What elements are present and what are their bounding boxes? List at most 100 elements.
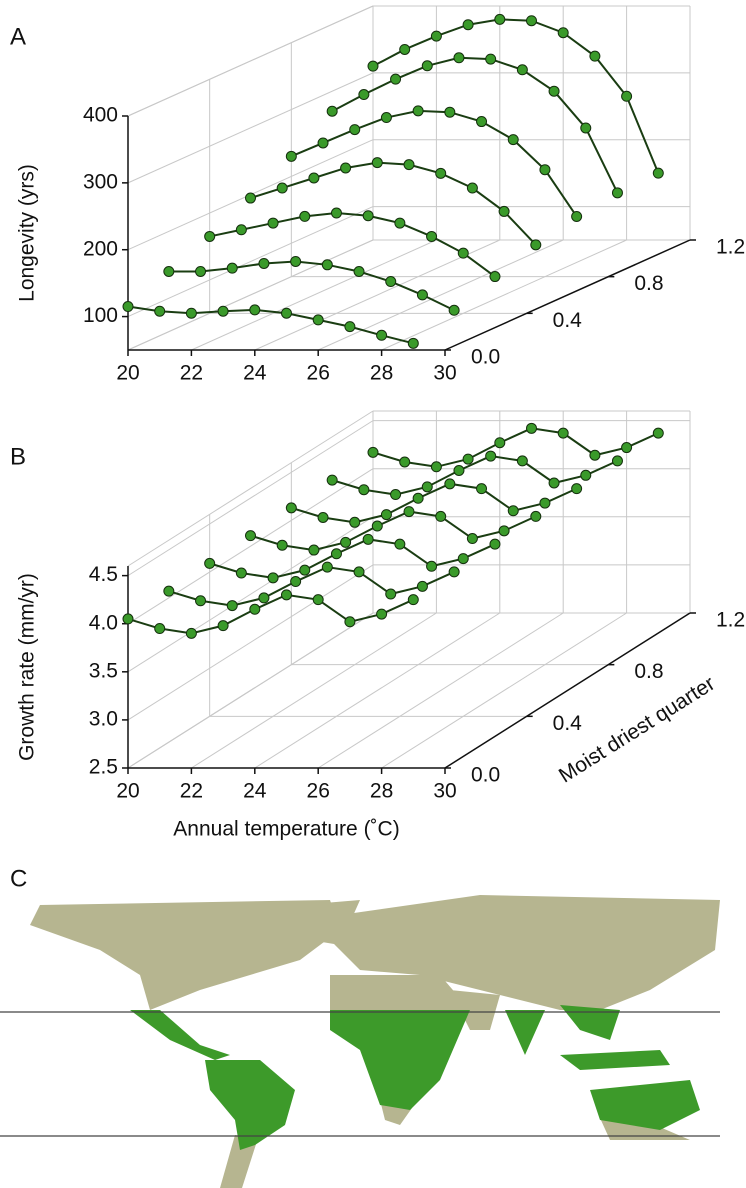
surface-point bbox=[516, 455, 528, 467]
grid-line bbox=[381, 239, 627, 351]
tropical-forest bbox=[130, 1005, 700, 1150]
grid-line bbox=[127, 206, 374, 318]
surface-point bbox=[226, 262, 238, 274]
z-tick-label: 200 bbox=[83, 237, 118, 260]
panel-label: B bbox=[10, 443, 26, 470]
surface-point bbox=[394, 217, 406, 229]
surface-row bbox=[291, 482, 578, 524]
y-axis bbox=[444, 612, 691, 769]
surface-point bbox=[457, 553, 469, 565]
surface-point bbox=[412, 105, 424, 117]
x-tick-label: 28 bbox=[370, 780, 393, 803]
surface-point bbox=[421, 481, 433, 493]
surface-point bbox=[435, 167, 447, 179]
surface-point bbox=[466, 182, 478, 194]
surface-point bbox=[249, 304, 261, 316]
surface-point bbox=[399, 456, 411, 468]
surface-point bbox=[312, 314, 324, 326]
y-tick-label: 0.8 bbox=[634, 660, 663, 683]
grid-line bbox=[127, 5, 374, 117]
surface-point bbox=[430, 30, 442, 42]
surface-point bbox=[430, 461, 442, 473]
panel-label: A bbox=[10, 23, 26, 50]
x-tick-label: 20 bbox=[116, 362, 139, 385]
surface-point bbox=[371, 157, 383, 169]
surface-point bbox=[421, 60, 433, 72]
surface-chart: 20 22 24 26 28 30 2.5 3.0 3.5 4.0 4.5 0.0 0.4 0.8 1.2 B… bbox=[10, 410, 745, 841]
y-axis bbox=[444, 239, 691, 351]
surface-point bbox=[494, 437, 506, 449]
surface-point bbox=[580, 122, 592, 134]
x-tick-label: 24 bbox=[243, 780, 267, 803]
x-tick-label: 24 bbox=[243, 362, 267, 385]
surface-point bbox=[308, 544, 320, 556]
surface-point bbox=[276, 539, 288, 551]
surface-point bbox=[403, 506, 415, 518]
surface-point bbox=[185, 627, 197, 639]
surface-point bbox=[444, 478, 456, 490]
surface-row bbox=[209, 212, 496, 278]
surface-point bbox=[245, 530, 256, 542]
surface-point bbox=[344, 321, 356, 333]
surface-point bbox=[358, 484, 370, 496]
surface-point bbox=[321, 259, 333, 271]
surface-point bbox=[258, 592, 270, 604]
surface-point bbox=[344, 616, 356, 628]
world-map bbox=[0, 895, 720, 1188]
y-tick-label: 0.0 bbox=[471, 764, 500, 787]
surface-point bbox=[494, 13, 506, 25]
surface-row bbox=[250, 161, 537, 246]
surface-row bbox=[127, 593, 414, 635]
surface-row bbox=[168, 566, 455, 607]
surface-point bbox=[652, 167, 664, 179]
surface-row bbox=[127, 305, 414, 345]
surface-point bbox=[122, 301, 134, 313]
surface-row bbox=[331, 455, 618, 496]
grid-line bbox=[127, 564, 374, 721]
surface-point bbox=[267, 217, 279, 229]
z-axis-title: Growth rate (mm/yr) bbox=[16, 573, 39, 761]
surface-point bbox=[380, 112, 392, 124]
grid-line bbox=[127, 516, 374, 673]
surface-point bbox=[195, 265, 207, 277]
surface-point bbox=[435, 510, 447, 522]
surface-point bbox=[462, 453, 474, 465]
surface-point bbox=[507, 505, 519, 517]
x-tick-label: 28 bbox=[370, 362, 393, 385]
surface-point bbox=[589, 50, 601, 62]
surface-point bbox=[407, 594, 419, 606]
surface-point bbox=[390, 489, 402, 501]
surface-point bbox=[476, 483, 488, 495]
grid-line bbox=[254, 239, 501, 351]
surface-point bbox=[349, 516, 361, 528]
surface-point bbox=[299, 210, 311, 222]
surface-point bbox=[340, 536, 352, 548]
y-tick-label: 0.8 bbox=[634, 272, 663, 295]
surface-point bbox=[507, 134, 519, 146]
surface-point bbox=[489, 271, 501, 283]
surface-point bbox=[621, 90, 633, 102]
surface-row bbox=[290, 109, 578, 218]
surface-point bbox=[317, 137, 329, 149]
surface-point bbox=[340, 162, 352, 174]
x-axis-title: Annual temperature (˚C) bbox=[173, 818, 399, 841]
surface-point bbox=[416, 289, 428, 301]
surface-point bbox=[611, 187, 623, 199]
grid-line bbox=[317, 612, 564, 769]
surface-point bbox=[453, 52, 465, 64]
surface-point bbox=[462, 19, 474, 31]
surface-point bbox=[249, 603, 261, 615]
surface-point bbox=[308, 172, 320, 184]
y-tick-label: 1.2 bbox=[716, 236, 745, 259]
grid-line bbox=[127, 612, 374, 769]
grid-line bbox=[254, 612, 501, 769]
x-tick-label: 26 bbox=[307, 780, 330, 803]
panel-label: C bbox=[10, 865, 27, 892]
surface-point bbox=[530, 239, 542, 251]
surface-point bbox=[476, 116, 488, 128]
surface-point bbox=[403, 159, 415, 171]
surface-point bbox=[312, 594, 324, 606]
surface-point bbox=[489, 538, 501, 550]
z-tick-label: 2.5 bbox=[89, 756, 118, 779]
